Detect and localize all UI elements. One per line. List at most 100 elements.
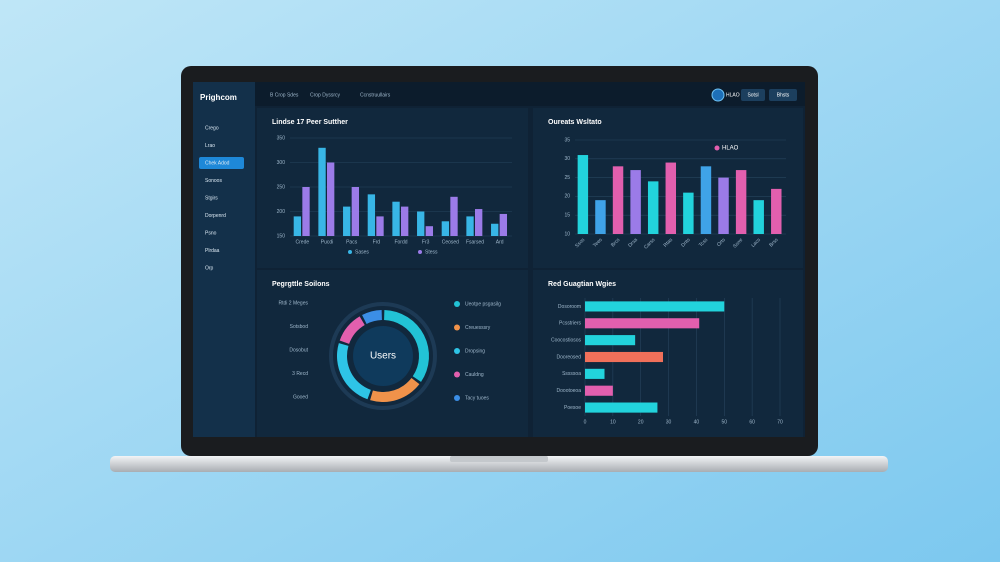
menu-item[interactable]: Orp: [205, 265, 214, 271]
bar: [392, 201, 400, 236]
bar: [585, 301, 725, 312]
bar: [585, 318, 700, 329]
legend-label: HLAO: [722, 146, 739, 152]
y-tick-label: Poesoe: [564, 405, 581, 411]
y-tick-label: 10: [564, 231, 570, 237]
bar: [585, 335, 636, 346]
legend-label: Tacy tuoes: [465, 395, 489, 401]
panel-title: Lindse 17 Peer Sutther: [272, 119, 348, 126]
x-tick-label: 0: [584, 419, 587, 425]
annotation: Rtdi 2 Meges: [279, 300, 309, 306]
y-tick-label: Coocostiosos: [551, 337, 582, 343]
bar: [327, 162, 335, 236]
x-tick-label: Frd: [373, 239, 381, 245]
x-tick-label: Tcss: [698, 237, 710, 249]
brand: Prighcom: [200, 93, 237, 102]
x-tick-label: 20: [638, 419, 644, 425]
x-tick-label: Rtas: [663, 237, 675, 249]
button-label[interactable]: Bhsts: [777, 92, 790, 98]
y-tick-label: 250: [277, 184, 286, 190]
menu-item[interactable]: Sonoos: [205, 178, 222, 184]
x-tick-label: 40: [694, 419, 700, 425]
bar: [401, 206, 409, 236]
x-tick-label: 30: [666, 419, 672, 425]
laptop-notch: [450, 456, 548, 462]
legend-label: Ueotpe psgasilg: [465, 301, 501, 307]
bar: [441, 221, 450, 236]
bar: [585, 368, 605, 379]
bar: [647, 181, 659, 234]
bar: [630, 170, 641, 234]
bar: [376, 216, 384, 236]
y-tick-label: 25: [564, 175, 570, 181]
top-link[interactable]: Crop Dyssrcy: [310, 92, 341, 98]
donut-segment: [339, 316, 365, 344]
legend-swatch: [714, 145, 720, 151]
bar: [585, 385, 613, 396]
y-tick-label: Sssssoa: [562, 371, 581, 377]
donut-track: [329, 302, 437, 410]
panel-title: Red Guagtian Wgies: [548, 281, 616, 288]
bar: [585, 402, 658, 413]
bar: [585, 351, 663, 363]
panel-title: Pegrgttle Soilons: [272, 281, 330, 288]
x-tick-label: Ceosed: [442, 239, 459, 245]
y-tick-label: Dosoroom: [558, 304, 581, 310]
x-tick-label: Ard: [496, 239, 504, 245]
legend-label: Creuesssry: [465, 325, 491, 331]
y-tick-label: 20: [564, 194, 570, 200]
annotation: Dosobut: [289, 347, 308, 353]
panel: [533, 270, 803, 437]
bar: [417, 211, 425, 236]
x-tick-label: Fr3: [422, 239, 430, 245]
y-tick-label: 350: [277, 135, 286, 141]
menu-item[interactable]: Plrdaa: [205, 248, 220, 254]
button[interactable]: [769, 89, 797, 101]
bar: [466, 216, 474, 236]
menu-item[interactable]: Psno: [205, 230, 217, 236]
bar: [351, 187, 360, 236]
active-item-bg: [199, 157, 244, 169]
x-tick-label: 50: [722, 419, 728, 425]
bar: [450, 196, 458, 236]
x-tick-label: Fordd: [394, 239, 407, 245]
bar: [718, 177, 729, 234]
bar: [425, 226, 434, 236]
legend-swatch: [418, 250, 422, 254]
x-tick-label: Crede: [296, 239, 310, 245]
menu-item[interactable]: Stgirs: [205, 195, 218, 201]
bar: [302, 187, 310, 236]
bar: [491, 223, 499, 236]
top-link[interactable]: Ccnstruullairs: [360, 92, 391, 98]
bar: [293, 216, 302, 236]
menu-item[interactable]: Dorpenrd: [205, 213, 226, 219]
menu-item[interactable]: Chek Adod: [205, 160, 230, 166]
bar: [367, 194, 376, 236]
bar: [595, 200, 606, 234]
menu-item[interactable]: Crego: [205, 125, 219, 131]
y-tick-label: 300: [277, 160, 286, 166]
y-tick-label: 15: [564, 213, 570, 219]
button-label[interactable]: Sotsl: [747, 92, 758, 98]
button[interactable]: [741, 89, 765, 101]
menu-item[interactable]: Lrao: [205, 143, 215, 149]
x-tick-label: 60: [749, 419, 755, 425]
legend-label: Cauldng: [465, 372, 484, 378]
x-tick-label: Orts: [716, 237, 727, 248]
legend-swatch: [454, 348, 460, 354]
laptop-base: [110, 456, 888, 472]
donut-segment: [336, 343, 371, 400]
legend-label: Stess: [425, 249, 438, 255]
badge-icon: [711, 88, 725, 102]
top-link[interactable]: B Crop Sdes: [270, 92, 299, 98]
bar: [665, 162, 677, 234]
x-tick-label: Dnts: [680, 237, 692, 249]
x-tick-label: Pacs: [346, 239, 358, 245]
center-label: Users: [370, 351, 396, 362]
annotation: 3 Recd: [292, 371, 308, 377]
bar: [771, 188, 782, 234]
annotation: Sotsbod: [290, 324, 309, 330]
legend-swatch: [348, 250, 352, 254]
bar: [577, 155, 589, 234]
